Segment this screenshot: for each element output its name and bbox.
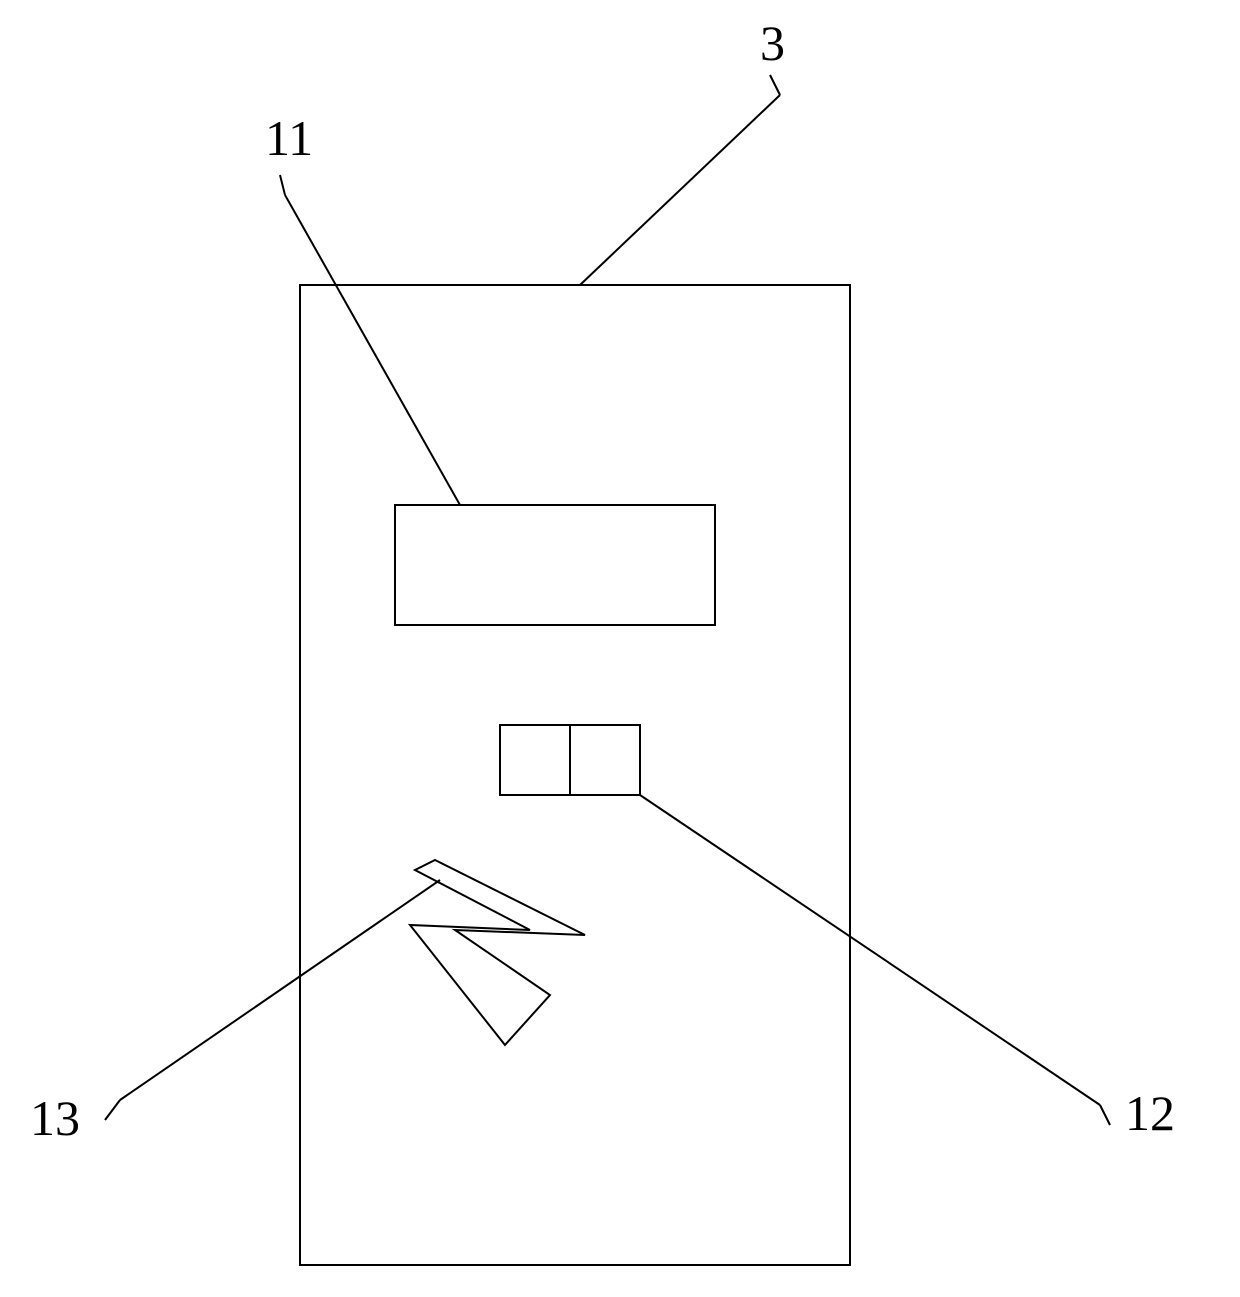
leader-line-12 <box>640 795 1100 1105</box>
display-rect <box>395 505 715 625</box>
leader-tick-3 <box>770 75 780 95</box>
leader-tick-13 <box>105 1100 120 1120</box>
label-13: 13 <box>30 1090 80 1146</box>
lightning-icon <box>410 860 585 1045</box>
label-11: 11 <box>265 110 313 166</box>
leader-line-11 <box>285 195 460 505</box>
leader-tick-12 <box>1100 1105 1110 1125</box>
leader-tick-11 <box>280 175 285 195</box>
leader-line-3 <box>580 95 780 285</box>
label-3: 3 <box>760 15 785 71</box>
outer-enclosure <box>300 285 850 1265</box>
label-12: 12 <box>1125 1085 1175 1141</box>
leader-line-13 <box>120 880 440 1100</box>
technical-diagram: 3 11 12 13 <box>0 0 1240 1297</box>
